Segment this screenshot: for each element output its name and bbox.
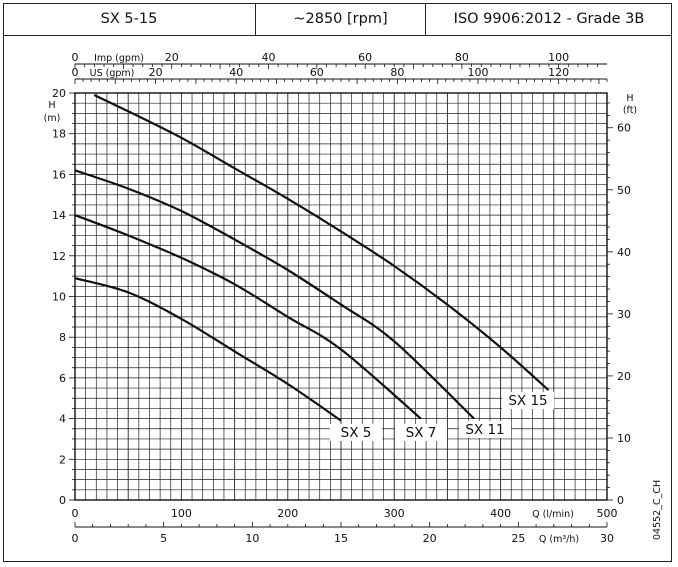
header-bar: SX 5-15 ~2850 [rpm] ISO 9906:2012 - Grad… (3, 3, 672, 36)
curve-sx-11 (74, 169, 475, 420)
h-m-axis-title: H (48, 100, 55, 111)
h-m-tick-label: 20 (52, 87, 66, 100)
curve-label-bg-sx-5 (330, 424, 382, 441)
us-gpm-tick-label: 120 (548, 66, 569, 79)
q-m3h-axis-title: Q (m³/h) (539, 534, 579, 545)
curve-label-bg-sx-15 (502, 392, 554, 409)
drawing-code: 04552_C_CH (652, 480, 663, 540)
h-ft-tick-label: 50 (617, 184, 631, 197)
h-m-tick-label: 18 (52, 128, 66, 141)
model-title: SX 5-15 (3, 3, 256, 35)
h-m-tick-label: 10 (52, 291, 66, 304)
q-lmin-tick-label: 100 (171, 507, 192, 520)
q-m3h-tick-label: 25 (511, 532, 525, 545)
us-gpm-tick-label: 0 (72, 66, 79, 79)
h-m-tick-label: 12 (52, 250, 66, 263)
h-m-tick-label: 4 (59, 413, 66, 426)
us-gpm-tick-label: 80 (390, 66, 404, 79)
h-ft-tick-label: 10 (617, 432, 631, 445)
q-lmin-tick-label: 500 (597, 507, 618, 520)
imp-gpm-tick-label: 40 (261, 51, 275, 64)
performance-curves (74, 94, 550, 422)
imp-gpm-tick-label: 20 (165, 51, 179, 64)
curve-label-sx-15: SX 15 (508, 393, 547, 409)
curve-label-sx-5: SX 5 (341, 425, 372, 441)
h-ft-tick-label: 60 (617, 122, 631, 135)
h-m-tick-label: 16 (52, 168, 66, 181)
h-ft-tick-label: 40 (617, 246, 631, 259)
curve-sx-5 (74, 277, 342, 422)
curve-label-bg-sx-7 (395, 424, 447, 441)
imp-gpm-tick-label: 80 (455, 51, 469, 64)
q-m3h-tick-label: 30 (600, 532, 614, 545)
q-lmin-tick-label: 300 (384, 507, 405, 520)
us-gpm-tick-label: 20 (149, 66, 163, 79)
imp-gpm-tick-label: 100 (548, 51, 569, 64)
us-gpm-axis-title: US (gpm) (90, 68, 135, 79)
curve-label-sx-11: SX 11 (465, 422, 504, 438)
h-m-axis-unit: (m) (44, 113, 61, 124)
h-ft-tick-label: 20 (617, 370, 631, 383)
imp-gpm-tick-label: 60 (358, 51, 372, 64)
q-m3h-tick-label: 0 (72, 532, 79, 545)
h-m-tick-label: 6 (59, 372, 66, 385)
chart-frame (3, 3, 672, 562)
us-gpm-tick-label: 40 (229, 66, 243, 79)
h-ft-tick-label: 0 (617, 494, 624, 507)
grid-lines (74, 92, 608, 501)
q-lmin-axis-title: Q (l/min) (532, 509, 574, 520)
standard-label: ISO 9906:2012 - Grade 3B (453, 11, 645, 27)
speed-label: ~2850 [rpm] (256, 3, 426, 35)
h-ft-axis-title: H (626, 93, 633, 104)
q-m3h-tick-label: 15 (334, 532, 348, 545)
curve-label-sx-7: SX 7 (406, 425, 437, 441)
h-m-tick-label: 8 (59, 331, 66, 344)
curve-sx-15 (93, 94, 550, 391)
q-lmin-tick-label: 0 (72, 507, 79, 520)
us-gpm-tick-label: 100 (468, 66, 489, 79)
q-m3h-tick-label: 5 (160, 532, 167, 545)
curve-label-bg-sx-11 (459, 421, 511, 438)
imp-gpm-axis-title: Imp (gpm) (94, 53, 144, 64)
h-ft-axis-unit: (ft) (623, 105, 637, 116)
h-m-tick-label: 14 (52, 209, 66, 222)
q-m3h-tick-label: 20 (423, 532, 437, 545)
imp-gpm-tick-label: 0 (72, 51, 79, 64)
q-m3h-tick-label: 10 (245, 532, 259, 545)
curve-sx-7 (74, 214, 422, 420)
h-m-tick-label: 0 (59, 494, 66, 507)
us-gpm-tick-label: 60 (310, 66, 324, 79)
h-ft-tick-label: 30 (617, 308, 631, 321)
h-m-tick-label: 2 (59, 453, 66, 466)
q-lmin-tick-label: 200 (277, 507, 298, 520)
q-lmin-tick-label: 400 (490, 507, 511, 520)
